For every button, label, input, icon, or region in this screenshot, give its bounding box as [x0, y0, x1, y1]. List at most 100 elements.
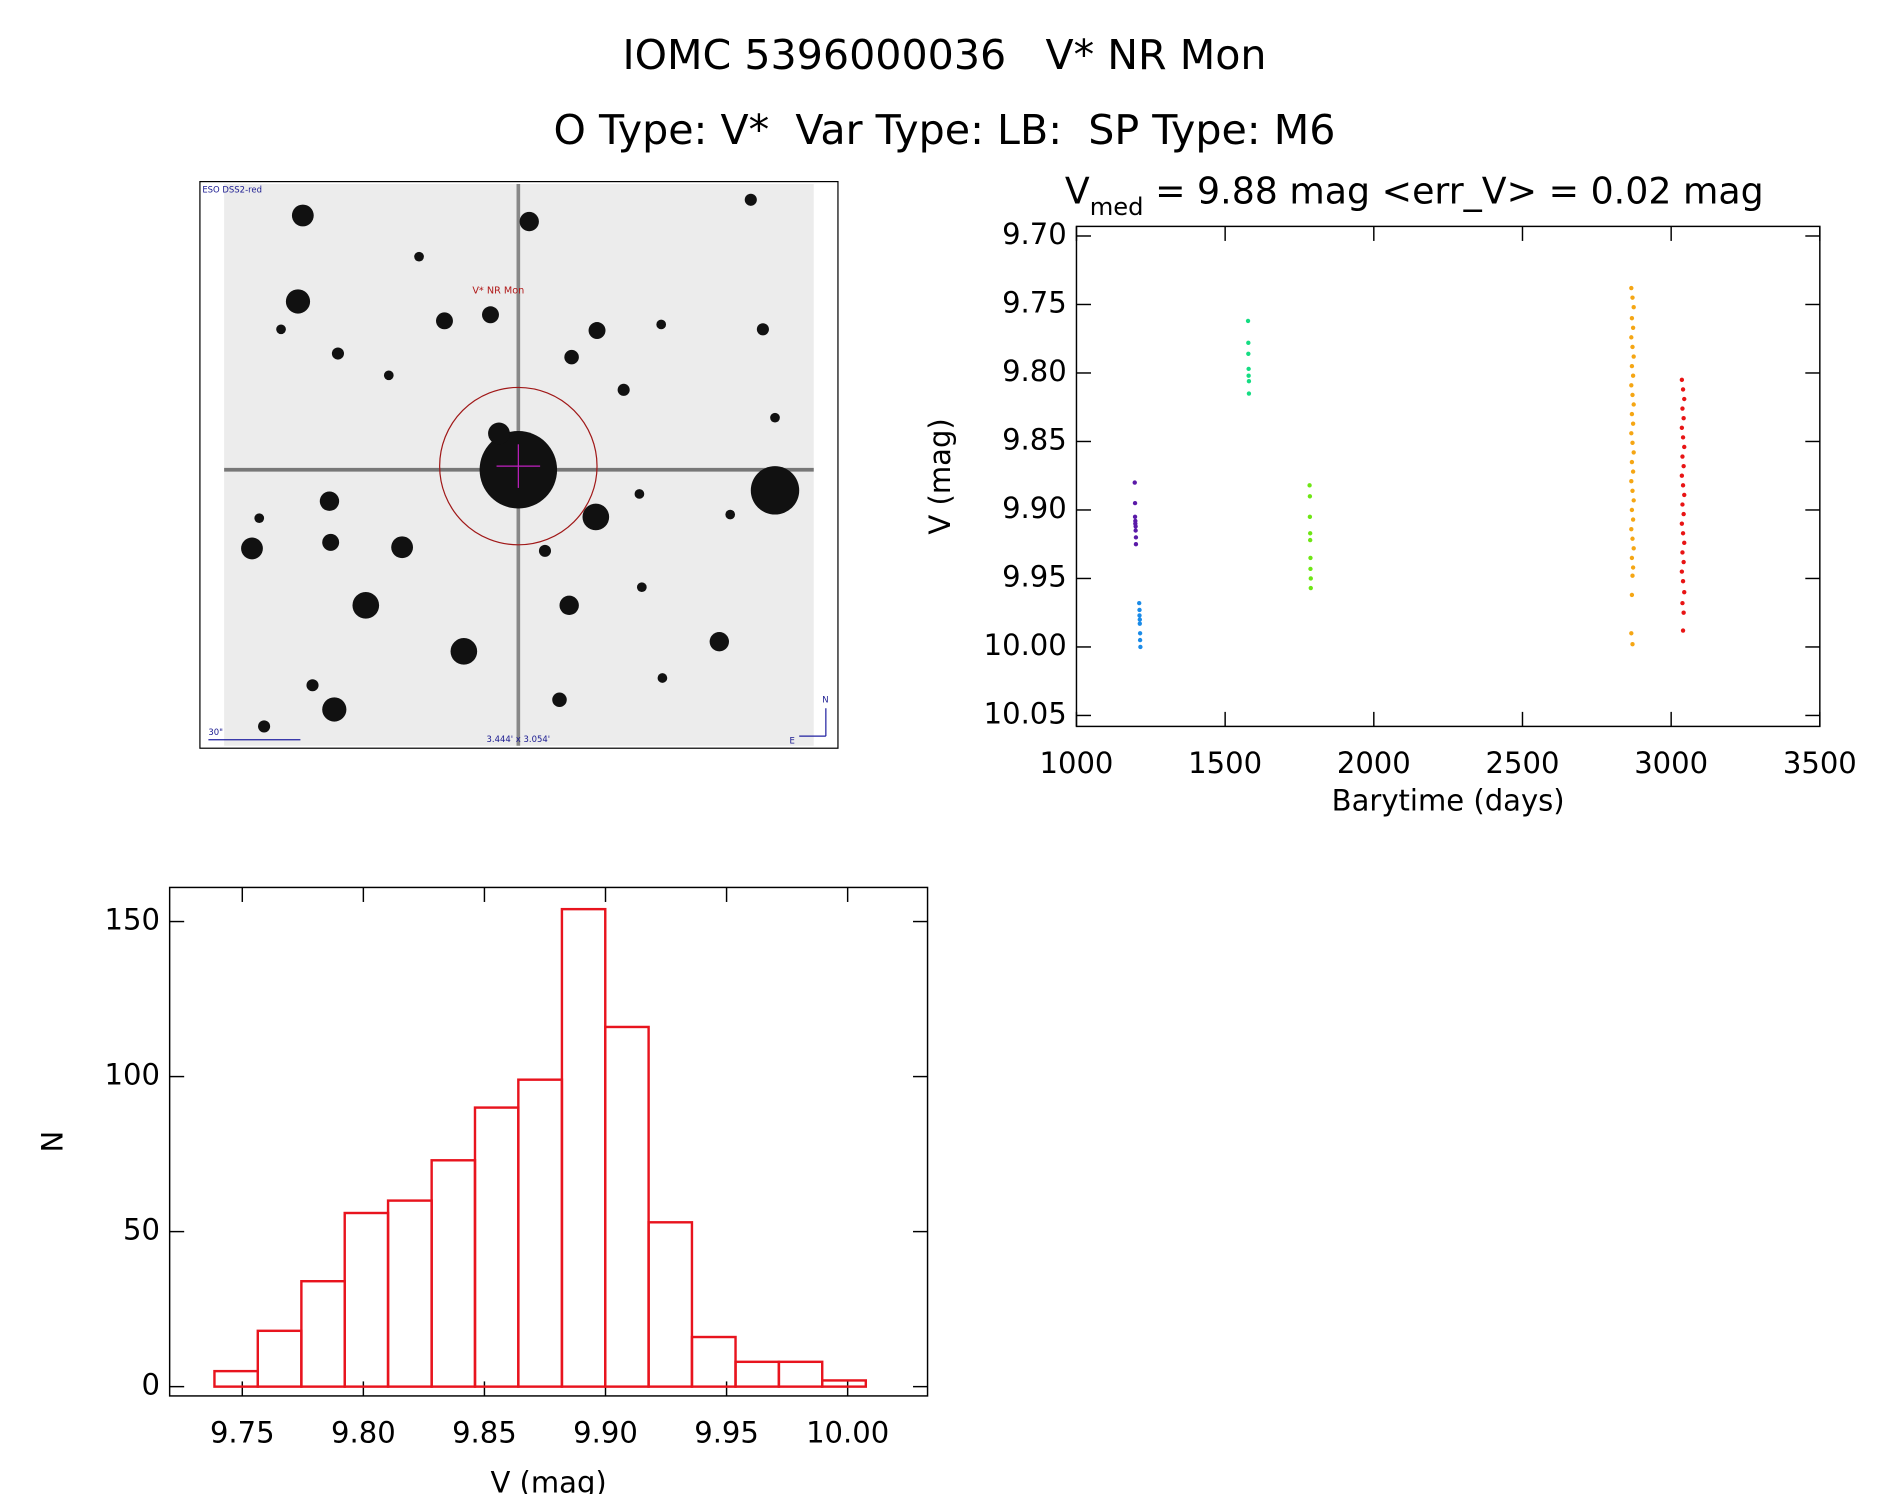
y-tick-label: 50	[123, 1213, 160, 1247]
histogram-bar	[386, 1199, 433, 1388]
data-point	[1679, 521, 1685, 526]
x-tick-label: 2000	[1337, 746, 1411, 780]
data-point	[1630, 440, 1635, 446]
data-point	[1307, 494, 1313, 499]
histogram-bar	[777, 1360, 824, 1388]
x-tick-label: 10.00	[806, 1416, 889, 1450]
data-point	[1630, 325, 1636, 330]
data-point	[1681, 511, 1686, 517]
plot-frame	[1075, 225, 1821, 728]
target-label: V* NR Mon	[472, 286, 524, 297]
histogram-bar	[560, 907, 607, 1388]
survey-label: ESO DSS2-red	[202, 185, 262, 195]
data-point	[1680, 628, 1686, 633]
data-point	[1137, 631, 1143, 636]
data-point	[1679, 569, 1685, 574]
y-tick-label: 9.95	[1002, 559, 1067, 593]
data-point	[1132, 500, 1138, 506]
data-point	[1246, 340, 1251, 346]
data-point	[1682, 589, 1687, 595]
data-point	[1629, 526, 1634, 532]
data-point	[1630, 573, 1635, 578]
data-point	[1308, 585, 1313, 591]
x-tick-label: 9.90	[573, 1416, 638, 1450]
data-point	[1133, 528, 1138, 533]
data-point	[1307, 514, 1313, 520]
data-point	[1629, 316, 1635, 321]
data-point	[1629, 631, 1634, 636]
histogram-bar	[690, 1335, 737, 1388]
y-tick-label: 9.80	[1002, 354, 1067, 388]
x-tick-label: 9.95	[694, 1416, 759, 1450]
data-point	[1630, 392, 1635, 398]
data-point	[1629, 363, 1635, 369]
title-subscript: med	[1090, 193, 1144, 221]
size-label: 3.444' x 3.054'	[487, 734, 551, 744]
y-tick-label: 9.70	[1002, 217, 1067, 251]
data-point	[1133, 524, 1138, 529]
data-point	[1138, 644, 1143, 650]
data-point	[1681, 463, 1686, 469]
data-point	[1246, 391, 1252, 396]
y-tick-label: 10.00	[984, 628, 1067, 662]
data-point	[1680, 387, 1686, 392]
x-tick-label: 3500	[1783, 746, 1857, 780]
data-point	[1629, 285, 1634, 291]
data-point	[1630, 373, 1636, 378]
data-point	[1133, 535, 1139, 540]
y-tick-label: 100	[105, 1058, 160, 1092]
data-point	[1629, 383, 1634, 388]
data-point	[1308, 566, 1313, 572]
data-point	[1137, 607, 1142, 613]
data-point	[1680, 435, 1686, 440]
data-point	[1133, 542, 1139, 547]
histogram-bar	[430, 1159, 477, 1388]
data-point	[1308, 576, 1313, 581]
data-point	[1308, 555, 1313, 561]
data-point	[1629, 431, 1634, 436]
data-point	[1308, 537, 1313, 543]
data-point	[1137, 600, 1142, 606]
data-point	[1629, 555, 1635, 561]
data-point	[1680, 502, 1685, 507]
y-tick-label: 10.05	[984, 696, 1067, 730]
y-axis-label: N	[36, 1131, 70, 1153]
data-point	[1682, 444, 1687, 450]
data-point	[1629, 335, 1634, 340]
histogram-bar	[473, 1106, 520, 1388]
scatter-title: Vmed = 9.88 mag <err_V> = 0.02 mag	[1065, 170, 1764, 222]
x-tick-label: 9.75	[210, 1416, 275, 1450]
histogram-bar	[734, 1360, 781, 1388]
data-point	[1246, 366, 1251, 372]
histogram-bar	[604, 1025, 650, 1388]
data-point	[1137, 617, 1142, 622]
data-point	[1629, 411, 1635, 417]
data-point	[1137, 637, 1143, 643]
data-point	[1137, 621, 1142, 626]
title-text: = 9.88 mag <err_V> = 0.02 mag	[1144, 170, 1764, 213]
y-tick-label: 0	[141, 1368, 159, 1402]
east-label: E	[790, 735, 795, 745]
data-point	[1630, 344, 1635, 350]
data-point	[1629, 459, 1635, 465]
histogram-bar	[213, 1369, 260, 1388]
y-axis-label: V (mag)	[923, 418, 957, 534]
data-point	[1631, 450, 1636, 455]
histogram-bar	[256, 1329, 303, 1388]
data-point	[1629, 479, 1634, 484]
data-point	[1246, 373, 1251, 378]
y-tick-label: 9.85	[1002, 422, 1067, 456]
x-tick-label: 2500	[1486, 746, 1560, 780]
histogram-bar	[821, 1379, 868, 1388]
data-point	[1679, 377, 1685, 383]
data-point	[1682, 540, 1687, 546]
x-tick-label: 3000	[1634, 746, 1708, 780]
data-point	[1630, 469, 1636, 474]
data-point	[1630, 421, 1636, 426]
page-title: IOMC 5396000036 V* NR Mon	[622, 31, 1266, 79]
y-tick-label: 9.75	[1002, 285, 1067, 319]
data-point	[1681, 610, 1686, 615]
data-point	[1679, 425, 1685, 430]
x-tick-label: 1000	[1039, 746, 1113, 780]
